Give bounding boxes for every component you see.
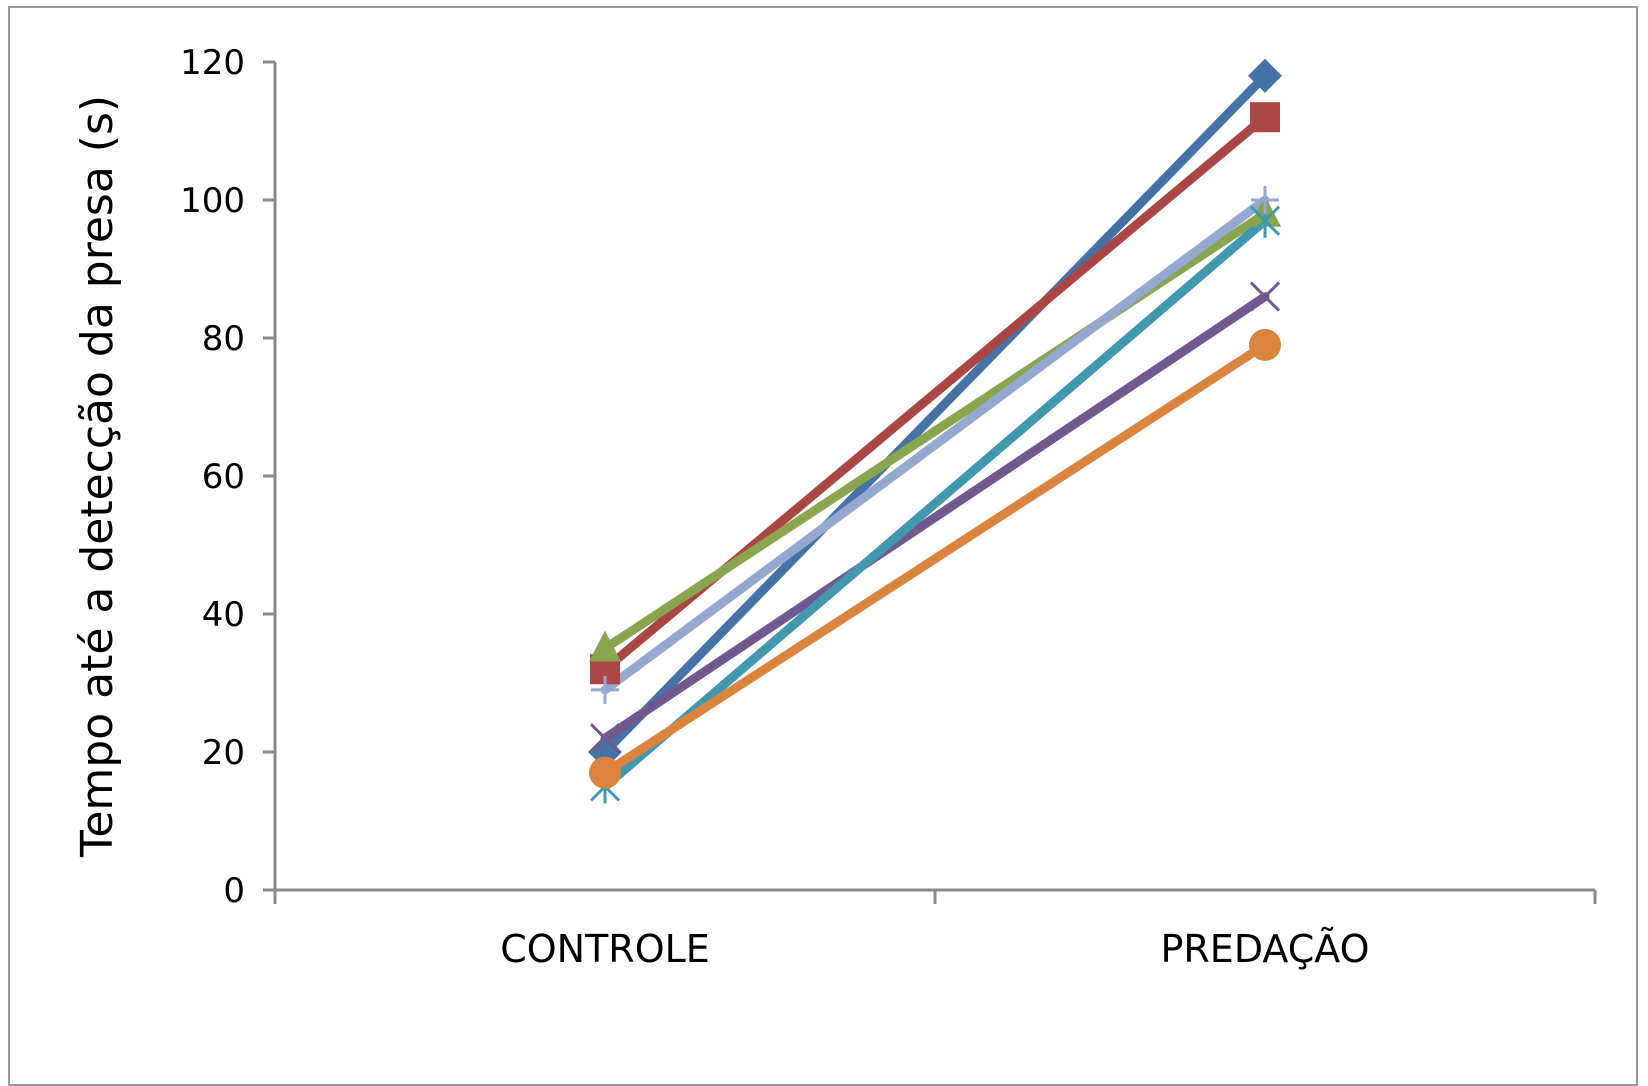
x-ticks: CONTROLE PREDAÇÃO [273,890,1597,971]
chart-frame [8,6,1638,1086]
series-line-6 [600,340,1270,778]
series-line-7 [600,195,1270,695]
x-category-label: CONTROLE [500,927,710,971]
data-point-s4-2 [1249,281,1281,312]
data-point-s1-2 [1248,58,1282,93]
data-point-s3-1 [589,630,621,662]
y-tick-label: 20 [202,733,245,773]
series-lines [600,71,1270,791]
y-tick-label: 80 [202,319,245,359]
x-category-label: PREDAÇÃO [1160,927,1369,971]
series-line-5 [600,216,1270,791]
y-tick-label: 100 [180,181,245,221]
line-chart: 0 20 40 60 80 100 120 CONTROLE PREDAÇÃO Tempo a… [72,43,1597,971]
data-point-s7-1 [591,675,619,704]
data-point-s7-2 [1251,186,1279,214]
data-point-s6-1 [589,756,621,789]
y-tick-label: 40 [202,595,245,635]
y-axis-title: Tempo até a detecção da presa (s) [72,95,123,858]
data-point-s2-2 [1250,102,1280,133]
y-tick-label: 60 [202,457,245,497]
y-tick-label: 120 [180,43,245,83]
series-line-1 [600,71,1270,757]
y-ticks: 0 20 40 60 80 100 120 [180,43,275,911]
series-line-4 [600,292,1270,743]
series-markers [588,58,1282,804]
axes [273,62,1595,892]
y-tick-label: 0 [223,871,245,911]
data-point-s6-2 [1249,328,1281,361]
data-point-s4-1 [589,723,621,754]
